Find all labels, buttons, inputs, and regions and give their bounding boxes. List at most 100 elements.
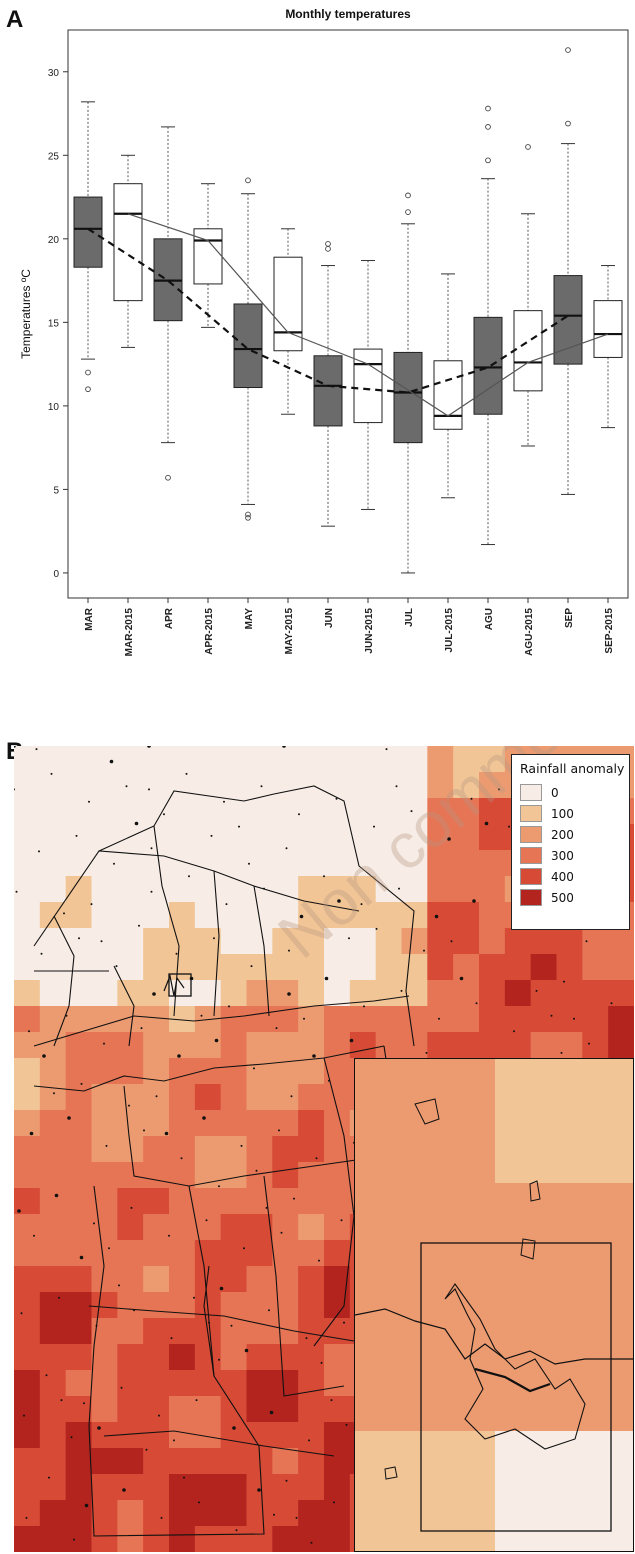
grid-cell — [298, 798, 325, 825]
inset-city-box — [420, 1242, 612, 1532]
grid-cell — [272, 1370, 299, 1397]
grid-cell — [91, 746, 118, 773]
grid-cell — [246, 1058, 273, 1085]
grid-cell — [401, 954, 428, 981]
boxplot-chart: Monthly temperatures Temperatures ºC 0 5 10 1… — [19, 7, 629, 656]
settlement-point — [385, 748, 388, 751]
grid-cell — [14, 1084, 41, 1111]
grid-cell — [324, 746, 351, 773]
grid-cell — [375, 798, 403, 825]
grid-cell — [479, 824, 506, 851]
outlier-point — [525, 144, 531, 150]
grid-cell — [556, 928, 583, 955]
settlement-point — [75, 834, 78, 837]
grid-cell — [298, 772, 325, 799]
grid-cell — [117, 1188, 144, 1215]
grid-cell — [14, 772, 41, 799]
grid-cell — [39, 1500, 67, 1527]
settlement-point — [275, 1027, 278, 1030]
grid-cell — [298, 1084, 325, 1111]
settlement-point — [550, 1014, 553, 1017]
box-agu-2015 — [513, 144, 543, 447]
settlement-point — [103, 1042, 105, 1045]
grid-cell — [220, 850, 248, 877]
grid-cell — [375, 980, 403, 1007]
settlement-point — [244, 1348, 249, 1353]
settlement-point — [95, 1324, 98, 1327]
grid-cell — [608, 1006, 634, 1033]
settlement-point — [100, 940, 103, 943]
settlement-point — [588, 1042, 590, 1045]
inset-settlement — [529, 1180, 541, 1202]
grid-cell — [220, 1006, 248, 1033]
settlement-point — [340, 1219, 343, 1222]
legend-swatch — [520, 847, 542, 864]
grid-cell — [272, 902, 299, 929]
grid-cell — [143, 1110, 170, 1137]
grid-cell — [298, 1110, 325, 1137]
legend-item: 400 — [520, 866, 621, 887]
grid-cell — [14, 980, 41, 1007]
grid-cell — [453, 876, 480, 903]
grid-cell — [556, 954, 583, 981]
settlement-point — [299, 914, 304, 919]
settlement-point — [248, 862, 250, 865]
grid-cell — [169, 1422, 196, 1449]
grid-cell — [453, 850, 480, 877]
grid-cell — [324, 1006, 351, 1033]
legend-item: 500 — [520, 887, 621, 908]
settlement-point — [79, 1255, 84, 1260]
grid-cell — [556, 980, 583, 1007]
box-body — [313, 355, 343, 427]
grid-cell — [91, 1396, 118, 1423]
settlement-point — [293, 1197, 295, 1200]
settlement-point — [330, 1399, 333, 1402]
grid-cell — [220, 1266, 248, 1293]
grid-cell — [194, 1240, 222, 1267]
grid-cell — [91, 1370, 118, 1397]
inset-cell — [355, 1431, 495, 1551]
settlement-point — [269, 1410, 274, 1415]
grid-cell — [14, 1500, 41, 1527]
grid-cell — [427, 772, 454, 799]
settlement-point — [40, 952, 43, 955]
legend-swatch — [520, 868, 542, 885]
settlement-point — [438, 1017, 440, 1020]
grid-cell — [143, 954, 170, 981]
grid-cell — [65, 1188, 93, 1215]
settlement-point — [173, 1439, 175, 1442]
grid-cell — [324, 1084, 351, 1111]
grid-cell — [272, 1240, 299, 1267]
settlement-point — [288, 949, 290, 952]
settlement-point — [54, 1193, 59, 1198]
box-body — [593, 300, 623, 358]
settlement-point — [97, 1426, 101, 1430]
settlement-point — [349, 1038, 354, 1043]
grid-cell — [91, 1500, 118, 1527]
grid-cell — [298, 980, 325, 1007]
grid-cell — [530, 1032, 558, 1059]
district-boundary — [123, 1085, 385, 1187]
x-tick-label: SEP-2015 — [604, 608, 615, 654]
grid-cell — [298, 954, 325, 981]
grid-cell — [375, 772, 403, 799]
grid-cell — [272, 1136, 299, 1163]
grid-cell — [91, 1448, 118, 1475]
outlier-point — [405, 192, 411, 199]
grid-cell — [272, 746, 299, 773]
settlement-point — [160, 1516, 163, 1519]
district-boundary — [33, 995, 410, 1047]
grid-cell — [220, 876, 248, 903]
grid-cell — [143, 1266, 170, 1293]
grid-cell — [14, 850, 41, 877]
y-tick-label: 20 — [48, 235, 60, 246]
grid-cell — [246, 1396, 273, 1423]
settlement-point — [33, 1234, 35, 1237]
settlement-point — [484, 821, 489, 826]
grid-cell — [65, 1084, 93, 1111]
settlement-point — [318, 1259, 320, 1262]
legend-label: 0 — [551, 785, 559, 800]
grid-cell — [349, 850, 377, 877]
grid-cell — [479, 980, 506, 1007]
settlement-point — [328, 1079, 330, 1082]
